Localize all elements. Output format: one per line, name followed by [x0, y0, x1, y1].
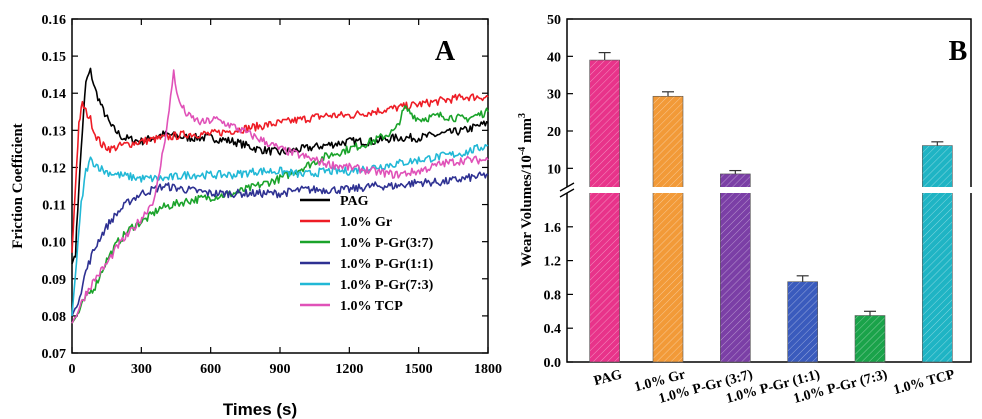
panel-a-y-tick-label: 0.10 [42, 236, 67, 251]
panel-b-upper-y-tick-label: 10 [547, 162, 561, 177]
legend-label-1: 1.0% Gr [340, 215, 392, 230]
panel-a-y-tick-label: 0.12 [42, 161, 67, 176]
panel-b-y-axis-label: Wear Volumes/10-4 mm3 [517, 113, 535, 267]
category-label-5: 1.0% TCP [892, 367, 957, 398]
panel-b-upper-y-tick-label: 50 [547, 13, 561, 28]
panel-b-upper-y-tick-label: 20 [547, 125, 561, 140]
legend-label-2: 1.0% P-Gr(3:7) [340, 236, 434, 251]
panel-a-y-tick-label: 0.11 [42, 199, 66, 214]
panel-a-x-tick-label: 1500 [405, 362, 433, 377]
series-line-5 [71, 69, 489, 324]
panel-a-x-ticks: 0 300 600 900 1200 1500 1800 [69, 19, 502, 377]
panel-b-category-labels: PAG 1.0% Gr1.0% P-Gr (3:7)1.0% P-Gr (1:1)… [592, 367, 957, 407]
bar-3 [787, 281, 818, 363]
panel-a-y-axis-label: Friction Coefficient [10, 123, 26, 248]
panel-b-lower-y-tick-label: 1.6 [544, 221, 562, 236]
panel-a-x-tick-label: 1200 [335, 362, 363, 377]
panel-a-y-tick-label: 0.13 [42, 124, 67, 139]
panel-a-y-ticks: 0.07 0.08 0.09 0.10 0.11 0.12 0.13 0.14 0.15 0.16 [42, 13, 488, 362]
panel-a-x-tick-label: 300 [131, 362, 152, 377]
panel-b-lower-y-tick-label: 0.8 [544, 288, 562, 303]
bar-2 [720, 173, 751, 363]
panel-a-y-tick-label: 0.16 [42, 13, 67, 28]
legend-label-5: 1.0% TCP [340, 299, 403, 314]
bar-5 [922, 145, 953, 363]
panel-a-series-lines [71, 67, 489, 324]
bar-4 [854, 315, 886, 363]
panel-b-lower-y-tick-label: 0.4 [544, 322, 562, 337]
legend-label-0: PAG [340, 194, 369, 209]
panel-a-y-tick-label: 0.08 [42, 310, 67, 325]
series-line-2 [71, 105, 489, 324]
panel-a-y-tick-label: 0.15 [42, 50, 67, 65]
panel-b-y-ticks: 10 20 30 40 50 0.0 0.4 0.8 1.2 1.6 [544, 13, 573, 371]
axis-break-band [565, 187, 973, 193]
panel-a-friction-chart: 0.07 0.08 0.09 0.10 0.11 0.12 0.13 0.14 0.15 0.16… [10, 13, 502, 419]
panel-a-x-axis-label: Times (s) [223, 400, 297, 419]
panel-a-plot-frame [71, 18, 489, 354]
panel-b-upper-y-tick-label: 40 [547, 50, 561, 65]
axis-break-slash [559, 188, 575, 198]
panel-a-x-tick-label: 0 [69, 362, 76, 377]
panel-b-bars [589, 51, 953, 363]
panel-a-legend: PAG 1.0% Gr 1.0% P-Gr(3:7) 1.0% P-Gr(1:1) 1.… [300, 194, 434, 314]
series-line-3 [71, 171, 489, 317]
panel-b-lower-y-tick-label: 1.2 [544, 255, 562, 270]
series-line-4 [71, 143, 489, 316]
panel-b-upper-y-tick-label: 30 [547, 88, 561, 103]
legend-label-3: 1.0% P-Gr(1:1) [340, 257, 434, 272]
panel-b-letter: B [949, 36, 968, 67]
series-line-0 [71, 67, 489, 265]
panel-a-letter: A [435, 36, 456, 67]
bar-1 [652, 95, 684, 363]
panel-a-y-tick-label: 0.14 [42, 87, 67, 102]
panel-b-wear-chart: 10 20 30 40 50 0.0 0.4 0.8 1.2 1.6 PAG 1.0% Gr1.0%… [517, 13, 973, 407]
panel-a-y-tick-label: 0.07 [42, 347, 67, 362]
panel-a-x-tick-label: 600 [200, 362, 221, 377]
bar-0 [589, 59, 620, 363]
panel-a-x-tick-label: 1800 [474, 362, 502, 377]
panel-a-x-tick-label: 900 [270, 362, 291, 377]
series-line-1 [71, 93, 489, 253]
panel-b-axis-break [559, 182, 973, 198]
category-label-0: PAG [592, 367, 624, 389]
axis-break-slash [559, 182, 575, 192]
panel-b-lower-y-tick-label: 0.0 [544, 356, 562, 371]
legend-label-4: 1.0% P-Gr(7:3) [340, 278, 434, 293]
panel-a-y-tick-label: 0.09 [42, 273, 67, 288]
